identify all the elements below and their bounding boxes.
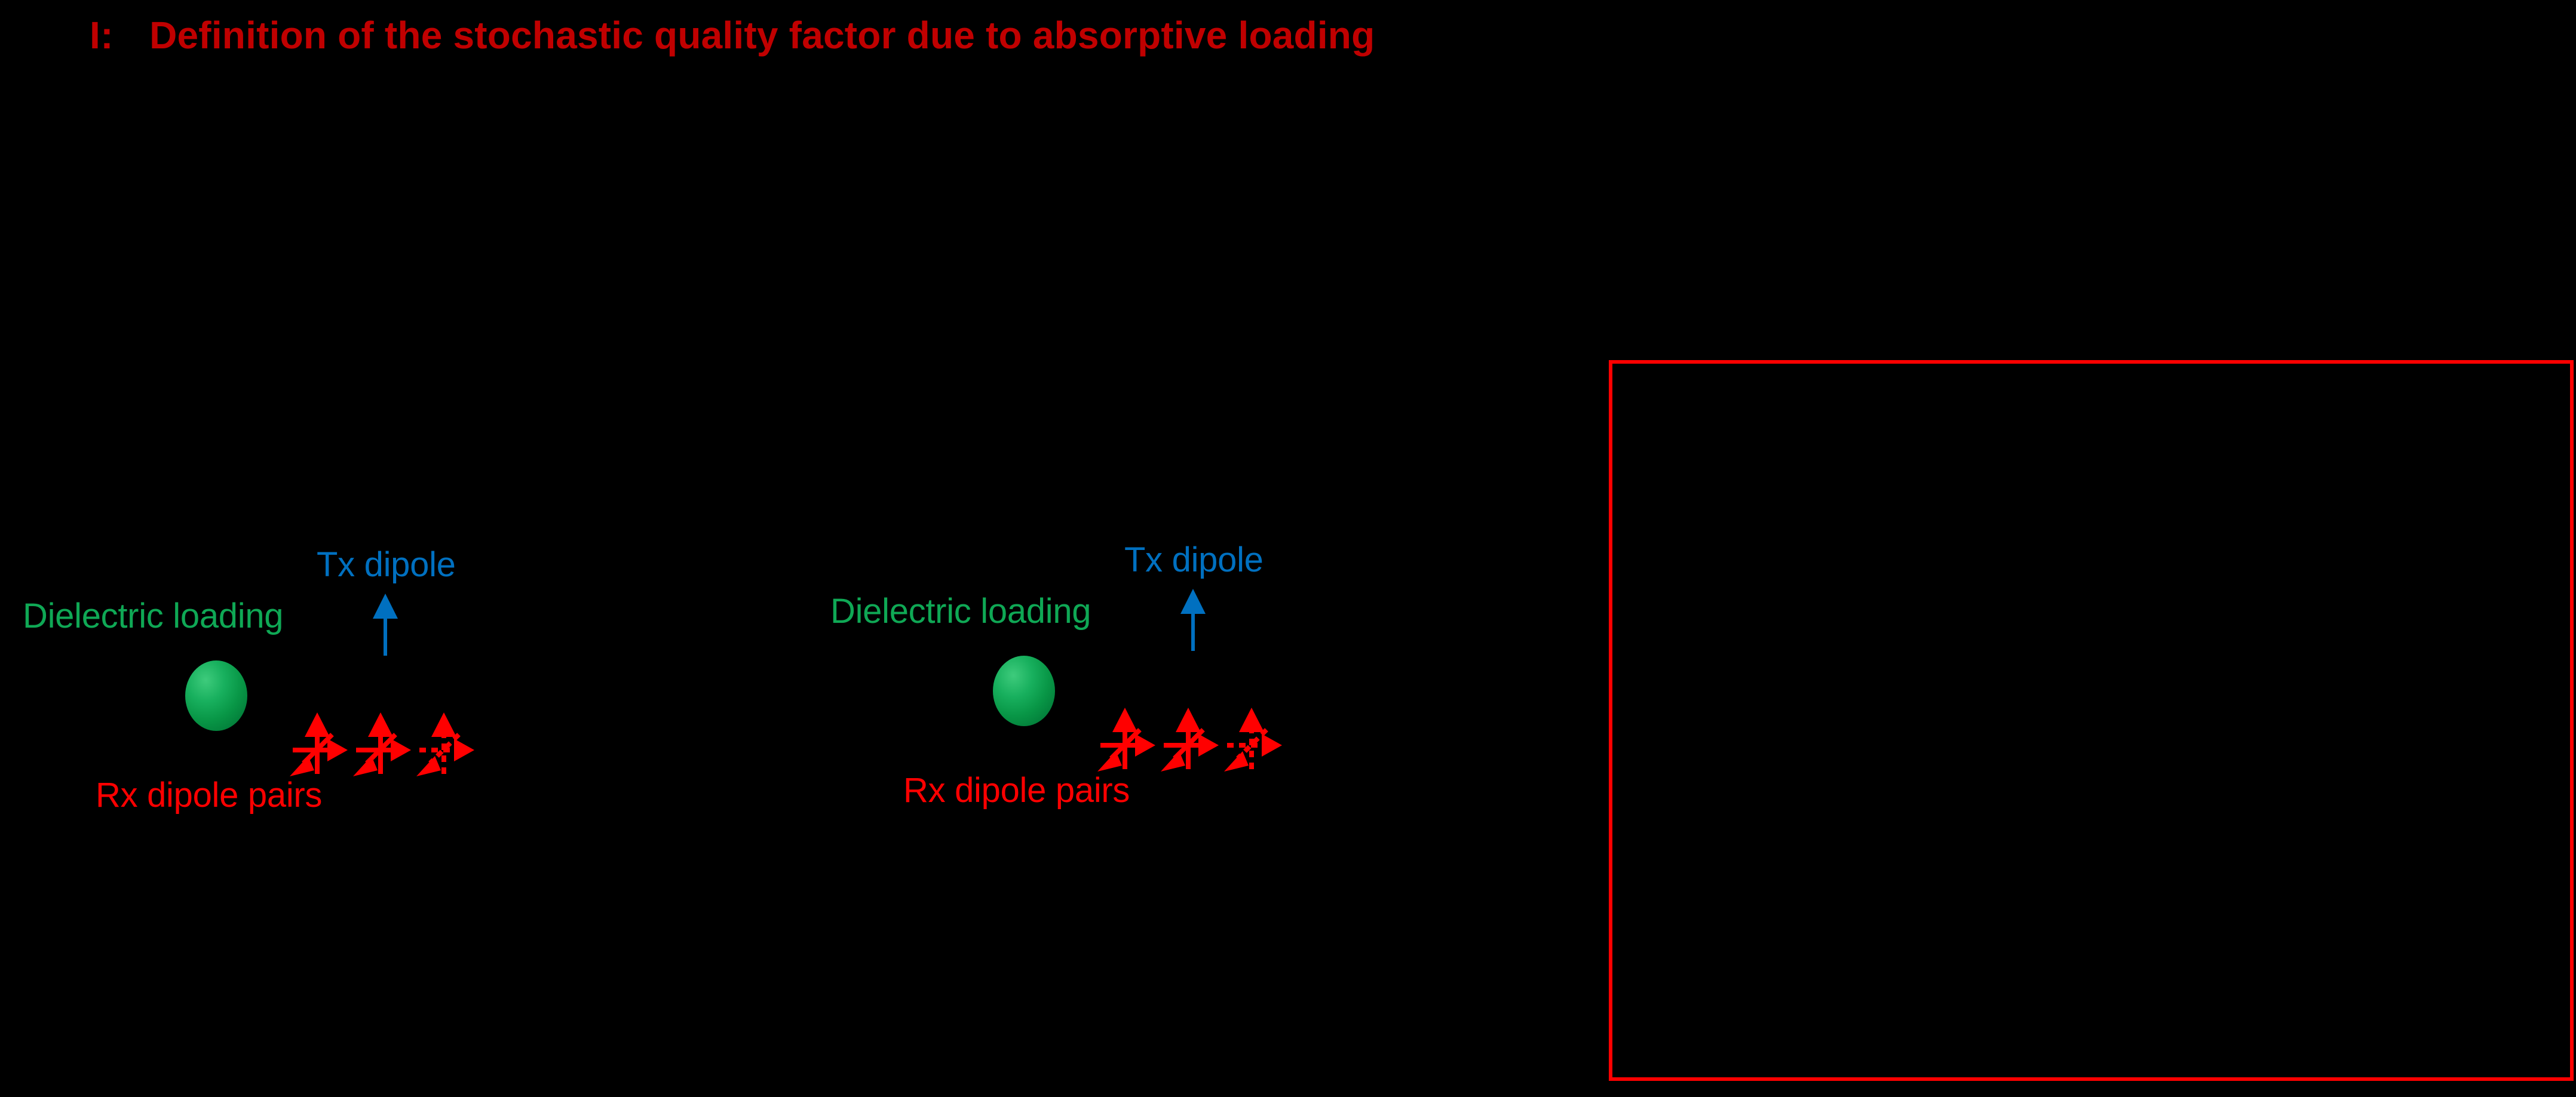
rx-dipole-triads-svg [290, 712, 474, 776]
tx-dipole-label: Tx dipole [1124, 540, 1264, 579]
rx-dipole-pairs-group [1090, 699, 1293, 779]
title-heading-text: Definition of the stochastic quality fac… [149, 14, 1375, 57]
rx-dipole-pairs-group [282, 703, 485, 784]
left-scenario-diagram: Tx dipole Dielectric loading [23, 526, 574, 860]
rx-dipole-triad-3-dashed [416, 712, 474, 776]
tx-dipole-arrow-svg [1180, 589, 1206, 651]
highlight-outline-box [1609, 360, 2574, 1081]
rx-dipole-triad-1 [1097, 708, 1155, 772]
rx-dipole-triad-3-dashed [1224, 708, 1282, 772]
dielectric-loading-label: Dielectric loading [23, 597, 284, 635]
dielectric-loading-sphere [185, 660, 247, 731]
tx-dipole-arrow-icon [1166, 586, 1220, 655]
rx-dipole-triads-svg [1097, 708, 1282, 772]
tx-dipole-arrow-svg [373, 594, 398, 656]
tx-dipole-label: Tx dipole [317, 545, 456, 584]
rx-dipole-triad-2 [353, 712, 411, 776]
tx-dipole-arrow-icon [358, 591, 412, 660]
rx-dipole-pairs-label: Rx dipole pairs [96, 776, 323, 815]
dielectric-loading-sphere [993, 656, 1055, 726]
right-scenario-diagram: Tx dipole Dielectric loading [830, 521, 1381, 855]
rx-dipole-triad-2 [1161, 708, 1219, 772]
title-section-marker: I: [90, 14, 114, 57]
highlight-outline-box-content [1612, 364, 2570, 1077]
slide-title: I: Definition of the stochastic quality … [90, 13, 1375, 57]
rx-dipole-triad-1 [290, 712, 348, 776]
rx-dipole-pairs-label: Rx dipole pairs [903, 771, 1130, 810]
dielectric-loading-label: Dielectric loading [830, 592, 1091, 631]
